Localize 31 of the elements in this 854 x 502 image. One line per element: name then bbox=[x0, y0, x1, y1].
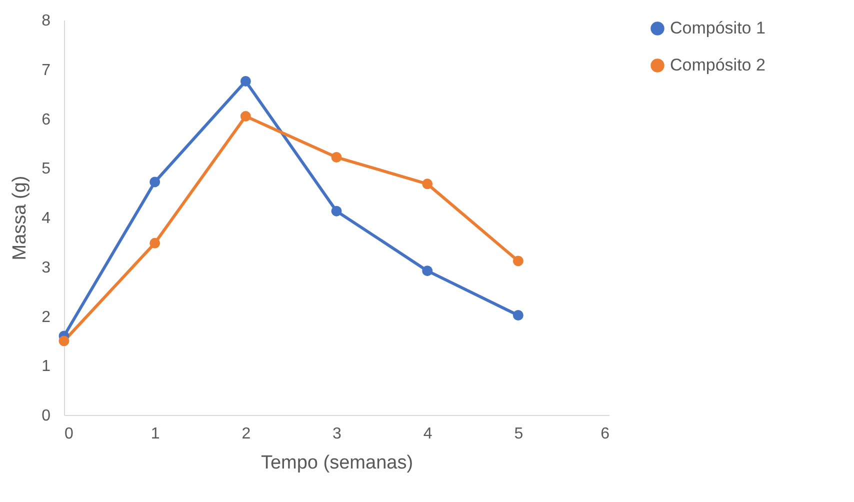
point bbox=[150, 176, 160, 188]
x-axis-title: Tempo (semanas) bbox=[260, 452, 414, 474]
point bbox=[331, 152, 342, 162]
point bbox=[240, 111, 251, 122]
point bbox=[422, 178, 433, 190]
y-tick-label: 3 bbox=[42, 259, 51, 276]
legend-label: Compósito 1 bbox=[670, 18, 766, 38]
legend-label: Compósito 2 bbox=[670, 56, 766, 74]
y-tick-label: 7 bbox=[42, 62, 51, 79]
point bbox=[150, 238, 160, 248]
y-tick-label: 0 bbox=[42, 408, 51, 424]
point bbox=[58, 336, 70, 346]
x-tick-label: 0 bbox=[64, 426, 74, 442]
x-tick-label: 5 bbox=[514, 426, 524, 442]
point bbox=[512, 310, 524, 320]
y-tick-label: 4 bbox=[42, 210, 51, 227]
point bbox=[240, 76, 251, 86]
y-tick-label: 2 bbox=[42, 308, 51, 326]
y-tick-label: 8 bbox=[42, 12, 51, 30]
y-axis-title: Massa (g) bbox=[10, 176, 31, 260]
x-tick-label: 6 bbox=[600, 426, 610, 442]
x-tick-label: 3 bbox=[332, 426, 342, 442]
y-tick-label: 1 bbox=[42, 358, 51, 376]
x-tick-label: 1 bbox=[150, 426, 160, 442]
point bbox=[331, 206, 342, 216]
x-tick-label: 4 bbox=[423, 426, 432, 442]
x-tick-label: 2 bbox=[242, 426, 251, 442]
y-tick-label: 6 bbox=[42, 111, 51, 128]
point bbox=[512, 256, 524, 266]
y-tick-label: 5 bbox=[42, 160, 51, 178]
point bbox=[422, 266, 433, 276]
